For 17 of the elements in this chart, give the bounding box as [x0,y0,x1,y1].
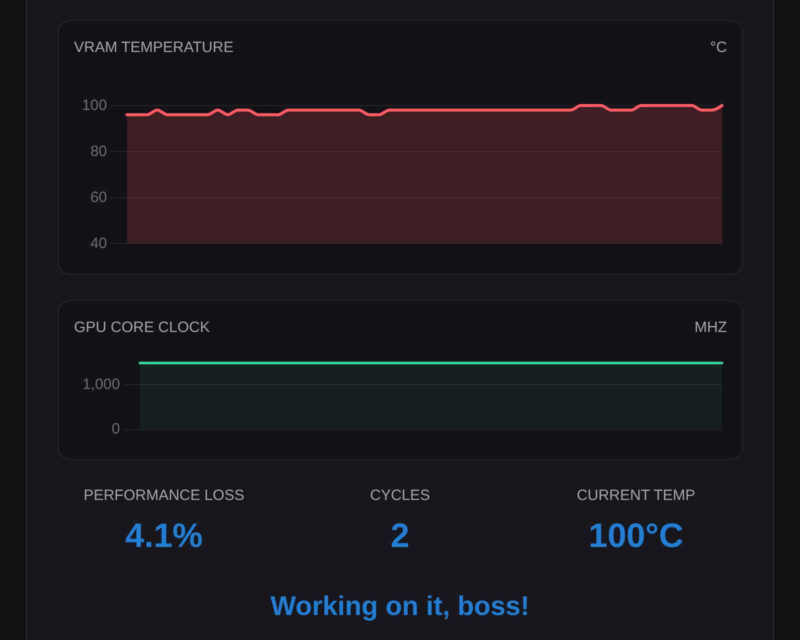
y-tick-label: 1,000 [82,376,120,394]
text: PERFORMANCE LOSS [82,487,246,505]
chart-title: GPU CORE CLOCK [74,318,210,338]
y-axis-title: MHZ [694,318,727,338]
chart-title: VRAM TEMPERATURE [74,38,234,58]
y-tick-label: 0 [112,420,120,438]
y-axis-title: °C [710,38,727,58]
text: 2 [390,516,410,556]
text: CURRENT TEMP [576,487,696,505]
text: CYCLES [368,487,432,505]
y-tick-label: 100 [82,97,107,114]
text: 100°C [588,516,684,556]
y-tick-label: 40 [90,235,107,252]
y-tick-label: 80 [90,143,107,160]
text: 4.1% [124,516,204,556]
y-tick-label: 60 [90,189,107,206]
text: Working on it, boss! [270,590,530,623]
